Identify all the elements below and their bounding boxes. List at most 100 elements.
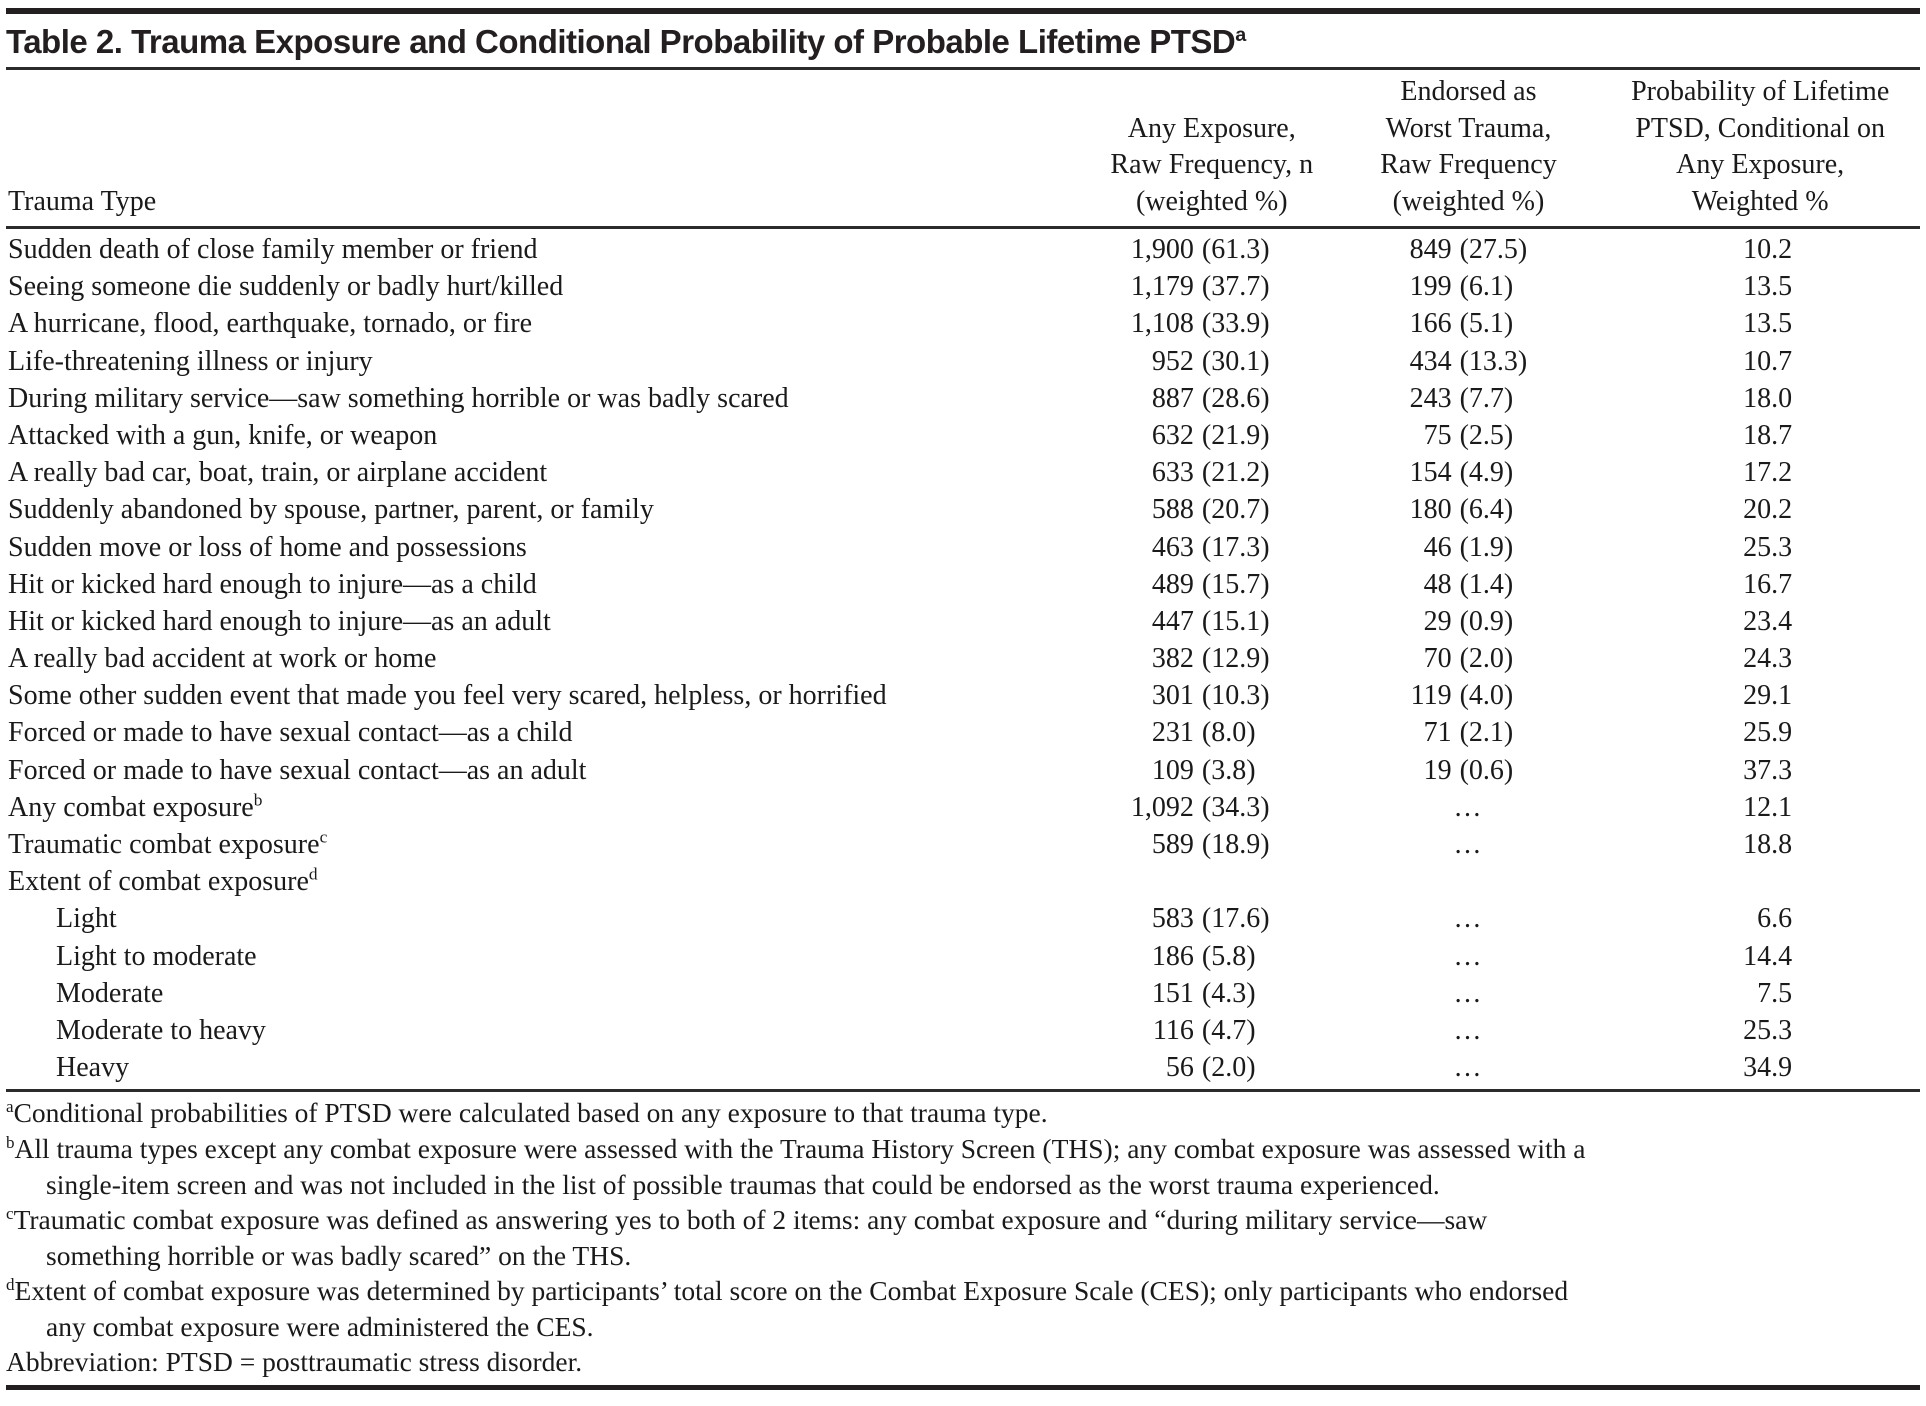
trauma-type-cell: Any combat exposureb <box>6 789 1087 826</box>
footnote-a: aConditional probabilities of PTSD were … <box>6 1097 1048 1129</box>
row-spacer <box>1792 566 1920 603</box>
exposure-percent: (17.6) <box>1201 903 1270 935</box>
any-exposure-cell: 489 (15.7) <box>1087 566 1337 603</box>
worst-percent: (4.0) <box>1459 680 1514 712</box>
exposure-percent: (28.6) <box>1201 382 1270 414</box>
header-trauma-type: Trauma Type <box>8 185 157 217</box>
row-spacer <box>1792 268 1920 305</box>
trauma-type-label: Any combat exposure <box>8 791 254 823</box>
table-title-text: Table 2. Trauma Exposure and Conditional… <box>6 23 1236 60</box>
trauma-type-label: Suddenly abandoned by spouse, partner, p… <box>8 494 654 526</box>
exposure-count: 583 <box>1151 903 1194 935</box>
worst-count: 29 <box>1423 605 1452 637</box>
exposure-count: 632 <box>1151 419 1194 451</box>
exposure-count: 463 <box>1151 531 1194 563</box>
row-spacer <box>1792 863 1920 900</box>
any-exposure-cell: 56 (2.0) <box>1087 1049 1337 1086</box>
worst-percent: (0.6) <box>1459 754 1514 786</box>
worst-trauma-cell: 243 (7.7) <box>1337 380 1601 417</box>
worst-trauma-cell: 70 (2.0) <box>1337 640 1601 677</box>
worst-trauma-cell: 29 (0.9) <box>1337 603 1601 640</box>
trauma-type-label: Hit or kicked hard enough to injure—as a… <box>8 568 537 600</box>
any-exposure-cell: 952 (30.1) <box>1087 343 1337 380</box>
probability-cell: 13.5 <box>1743 308 1793 340</box>
table-row: Hit or kicked hard enough to injure—as a… <box>6 603 1920 640</box>
trauma-type-cell: A hurricane, flood, earthquake, tornado,… <box>6 305 1087 342</box>
worst-count: 119 <box>1410 680 1452 712</box>
trauma-type-label: Light to moderate <box>56 940 257 972</box>
row-spacer <box>1792 380 1920 417</box>
row-spacer <box>1792 714 1920 751</box>
probability-cell: 16.7 <box>1743 568 1793 600</box>
header-probability-ptsd: Probability of Lifetime PTSD, Conditiona… <box>1631 76 1890 217</box>
probability-cell: 25.3 <box>1743 1014 1793 1046</box>
footnote-c-cont: something horrible or was badly scared” … <box>46 1239 632 1271</box>
row-spacer <box>1792 900 1920 937</box>
worst-percent: (5.1) <box>1459 308 1514 340</box>
row-spacer <box>1792 529 1920 566</box>
worst-percent: (1.4) <box>1459 568 1514 600</box>
table-row: Seeing someone die suddenly or badly hur… <box>6 268 1920 305</box>
worst-count: 19 <box>1423 754 1452 786</box>
row-spacer <box>1792 752 1920 789</box>
exposure-percent: (10.3) <box>1201 680 1270 712</box>
worst-trauma-cell: 154 (4.9) <box>1337 454 1601 491</box>
probability-cell: 18.0 <box>1743 382 1793 414</box>
worst-trauma-cell: 434 (13.3) <box>1337 343 1601 380</box>
worst-percent: (13.3) <box>1459 345 1528 377</box>
trauma-type-label: A really bad car, boat, train, or airpla… <box>8 457 548 489</box>
probability-cell: 24.3 <box>1743 643 1793 675</box>
table-title: Table 2. Trauma Exposure and Conditional… <box>6 14 1920 67</box>
probability-cell: 20.2 <box>1743 494 1793 526</box>
trauma-type-cell: Sudden death of close family member or f… <box>6 231 1087 268</box>
worst-count: 71 <box>1423 717 1452 749</box>
trauma-type-cell: A really bad car, boat, train, or airpla… <box>6 454 1087 491</box>
table-row: Any combat exposureb 1,092 (34.3) … 12.1 <box>6 789 1920 826</box>
bottom-rule <box>6 1385 1920 1391</box>
table-row: Suddenly abandoned by spouse, partner, p… <box>6 491 1920 528</box>
exposure-count: 109 <box>1151 754 1194 786</box>
exposure-percent: (4.3) <box>1201 977 1256 1009</box>
table-row: Light 583 (17.6) … 6.6 <box>6 900 1920 937</box>
any-exposure-cell: 589 (18.9) <box>1087 826 1337 863</box>
exposure-count: 1,900 <box>1130 234 1194 265</box>
row-spacer <box>1792 640 1920 677</box>
trauma-type-cell: A really bad accident at work or home <box>6 640 1087 677</box>
trauma-type-label: Hit or kicked hard enough to injure—as a… <box>8 605 551 637</box>
trauma-type-label: A really bad accident at work or home <box>8 643 437 675</box>
exposure-count: 589 <box>1151 829 1194 860</box>
exposure-percent: (18.9) <box>1201 829 1270 860</box>
worst-count: 434 <box>1409 345 1452 377</box>
exposure-percent: (8.0) <box>1201 717 1256 749</box>
worst-trauma-cell: … <box>1453 903 1484 935</box>
any-exposure-cell: 186 (5.8) <box>1087 938 1337 975</box>
exposure-count <box>1087 863 1194 900</box>
worst-trauma-cell: … <box>1453 829 1484 860</box>
worst-count: 154 <box>1409 457 1452 489</box>
table-row: Moderate 151 (4.3) … 7.5 <box>6 975 1920 1012</box>
worst-percent: (2.1) <box>1459 717 1514 749</box>
table-row: Life-threatening illness or injury 952 (3… <box>6 343 1920 380</box>
table-row: Light to moderate 186 (5.8) … 14.4 <box>6 938 1920 975</box>
probability-cell: 37.3 <box>1743 754 1793 786</box>
top-rule <box>6 8 1920 14</box>
trauma-type-label: Heavy <box>56 1052 130 1084</box>
probability-cell: 7.5 <box>1757 977 1793 1009</box>
any-exposure-cell <box>1087 863 1337 900</box>
worst-trauma-cell <box>1337 863 1601 900</box>
worst-percent: (7.7) <box>1459 382 1514 414</box>
any-exposure-cell: 301 (10.3) <box>1087 677 1337 714</box>
header-any-exposure: Any Exposure, Raw Frequency, n (weighted… <box>1110 112 1314 217</box>
worst-count: 75 <box>1423 419 1452 451</box>
exposure-percent: (15.7) <box>1201 568 1270 600</box>
worst-count: 46 <box>1423 531 1452 563</box>
row-spacer <box>1792 975 1920 1012</box>
table-row: Traumatic combat exposurec 589 (18.9) … 1… <box>6 826 1920 863</box>
table-row: Attacked with a gun, knife, or weapon 63… <box>6 417 1920 454</box>
exposure-percent: (17.3) <box>1201 531 1270 563</box>
probability-cell: 18.8 <box>1743 829 1793 860</box>
trauma-type-label: Life-threatening illness or injury <box>8 345 373 377</box>
footnote-d-cont: any combat exposure were administered th… <box>46 1310 594 1342</box>
trauma-type-cell: Extent of combat exposured <box>6 863 1087 900</box>
